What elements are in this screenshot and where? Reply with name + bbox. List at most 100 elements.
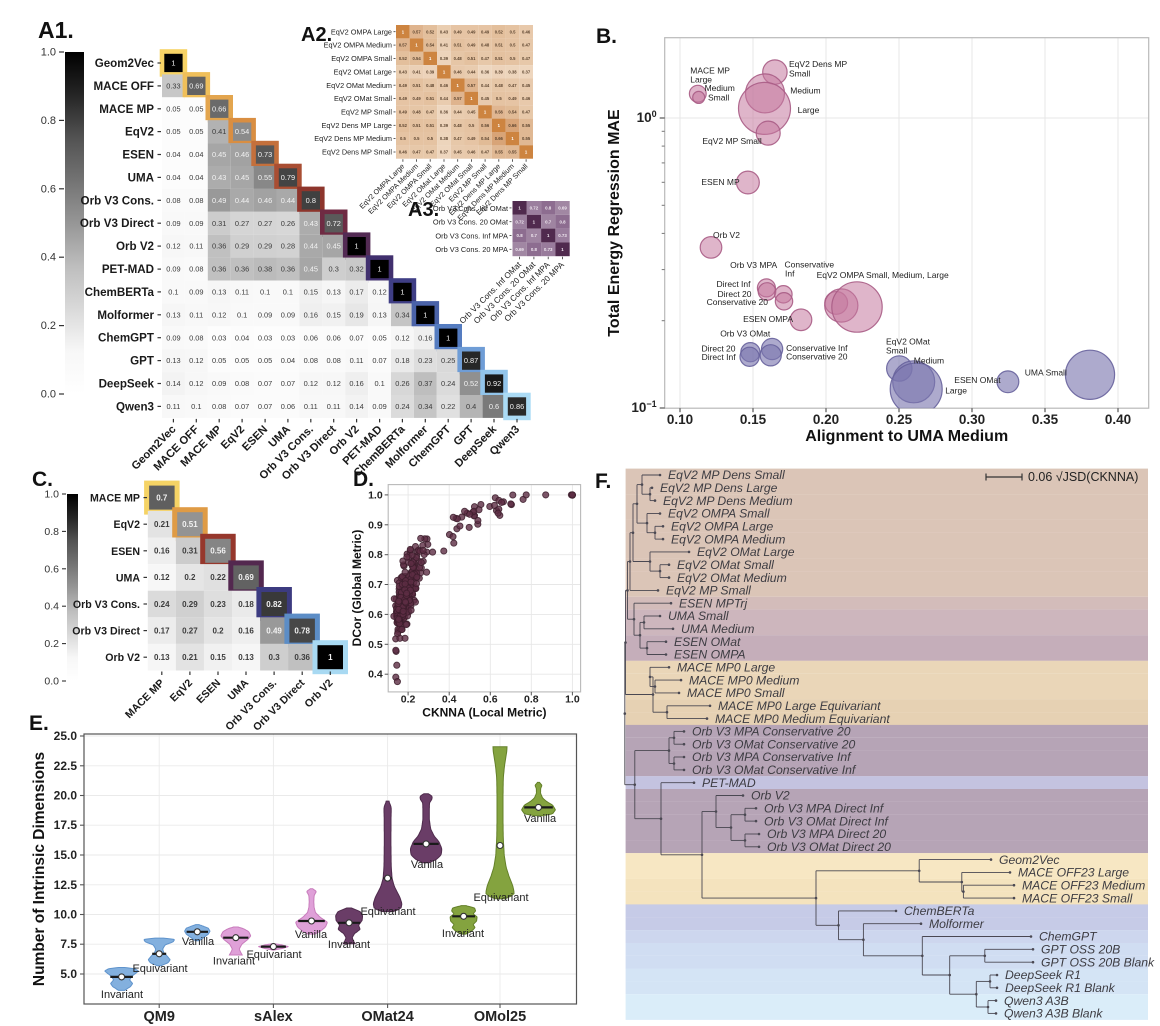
- svg-text:Equivariant: Equivariant: [132, 963, 187, 975]
- svg-text:0.13: 0.13: [238, 653, 254, 662]
- svg-text:0.47: 0.47: [426, 150, 435, 155]
- svg-text:0.15: 0.15: [327, 310, 341, 319]
- svg-text:MACE MP: MACE MP: [690, 66, 730, 76]
- svg-text:0.46: 0.46: [235, 150, 249, 159]
- svg-text:Orb V2: Orb V2: [116, 240, 154, 253]
- svg-text:0.08: 0.08: [304, 356, 318, 365]
- svg-text:0.09: 0.09: [189, 288, 203, 297]
- svg-text:1: 1: [533, 219, 536, 224]
- svg-text:0.55: 0.55: [522, 123, 531, 128]
- svg-text:0.55: 0.55: [495, 150, 504, 155]
- svg-text:0.26: 0.26: [281, 219, 295, 228]
- svg-text:1: 1: [511, 136, 514, 141]
- svg-text:0.05: 0.05: [166, 104, 180, 113]
- svg-text:DCor (Global Metric): DCor (Global Metric): [350, 530, 364, 647]
- svg-text:0.16: 0.16: [349, 379, 363, 388]
- svg-text:0.66: 0.66: [508, 123, 517, 128]
- svg-text:1: 1: [171, 59, 175, 68]
- svg-text:0.5: 0.5: [427, 136, 433, 141]
- svg-text:MACE OFF23 Small: MACE OFF23 Small: [1022, 891, 1133, 905]
- svg-text:0.13: 0.13: [372, 310, 386, 319]
- svg-text:0.07: 0.07: [281, 379, 295, 388]
- svg-text:0.49: 0.49: [467, 29, 476, 34]
- svg-text:0.28: 0.28: [281, 242, 295, 251]
- svg-text:0.44: 0.44: [481, 83, 490, 88]
- svg-text:0.54: 0.54: [508, 110, 517, 115]
- svg-text:MACE OFF: MACE OFF: [93, 80, 154, 93]
- svg-text:0.45: 0.45: [327, 242, 341, 251]
- svg-text:0.04: 0.04: [189, 173, 203, 182]
- svg-text:EqV2 Dens MP Medium: EqV2 Dens MP Medium: [314, 134, 392, 143]
- svg-text:0.7: 0.7: [531, 233, 538, 238]
- svg-text:UMA: UMA: [116, 572, 140, 584]
- svg-text:0.73: 0.73: [544, 247, 553, 252]
- svg-text:0.07: 0.07: [258, 379, 272, 388]
- svg-text:Orb V3 Direct: Orb V3 Direct: [72, 626, 140, 638]
- svg-text:EqV2 OMat Large: EqV2 OMat Large: [697, 545, 795, 559]
- svg-text:Orb V3 OMat Conservative Inf: Orb V3 OMat Conservative Inf: [692, 763, 857, 777]
- svg-text:UMA Small: UMA Small: [668, 609, 729, 623]
- svg-text:0.55: 0.55: [522, 136, 531, 141]
- svg-text:0.11: 0.11: [235, 288, 249, 297]
- svg-text:EqV2 OMPA Small: EqV2 OMPA Small: [331, 54, 392, 63]
- svg-text:0.55: 0.55: [258, 173, 272, 182]
- svg-text:0.29: 0.29: [182, 600, 198, 609]
- svg-text:0.34: 0.34: [418, 402, 432, 411]
- svg-text:0.08: 0.08: [189, 196, 203, 205]
- svg-text:Orb V2: Orb V2: [713, 230, 740, 240]
- svg-text:0.41: 0.41: [212, 127, 226, 136]
- svg-text:0.04: 0.04: [189, 150, 203, 159]
- svg-text:0.47: 0.47: [481, 56, 490, 61]
- svg-text:1.0: 1.0: [368, 489, 383, 501]
- svg-text:0.48: 0.48: [495, 83, 504, 88]
- svg-text:0.44: 0.44: [454, 110, 463, 115]
- svg-text:0.3: 0.3: [269, 653, 281, 662]
- svg-text:CKNNA (Local Metric): CKNNA (Local Metric): [422, 706, 546, 720]
- svg-text:0.66: 0.66: [495, 136, 504, 141]
- svg-text:EqV2 OMat: EqV2 OMat: [886, 337, 931, 347]
- svg-text:0.08: 0.08: [235, 379, 249, 388]
- svg-text:MACE OFF23 Medium: MACE OFF23 Medium: [1022, 878, 1145, 892]
- svg-text:DeepSeek R1: DeepSeek R1: [1005, 968, 1081, 982]
- svg-text:MACE MP0 Small: MACE MP0 Small: [687, 686, 785, 700]
- svg-text:Total Energy Regression MAE: Total Energy Regression MAE: [606, 109, 623, 337]
- svg-text:EqV2 MP Dens Medium: EqV2 MP Dens Medium: [663, 494, 793, 508]
- svg-text:0.38: 0.38: [258, 265, 272, 274]
- svg-text:Orb V3 OMat Direct 20: Orb V3 OMat Direct 20: [767, 840, 891, 854]
- svg-text:UMA Medium: UMA Medium: [681, 622, 754, 636]
- svg-text:0.12: 0.12: [189, 379, 203, 388]
- svg-text:0.0: 0.0: [41, 389, 56, 401]
- svg-text:Inf: Inf: [785, 269, 795, 279]
- svg-text:25.0: 25.0: [54, 729, 78, 743]
- svg-text:ESEN MP: ESEN MP: [701, 177, 740, 187]
- svg-text:Orb V3 MPA: Orb V3 MPA: [730, 260, 777, 270]
- svg-text:12.5: 12.5: [54, 878, 78, 892]
- svg-text:0.04: 0.04: [281, 356, 295, 365]
- svg-text:A1.: A1.: [38, 17, 74, 43]
- svg-text:0.05: 0.05: [212, 356, 226, 365]
- svg-text:0.0: 0.0: [44, 676, 59, 688]
- svg-text:0.39: 0.39: [440, 123, 449, 128]
- svg-text:0.30: 0.30: [959, 412, 985, 427]
- svg-text:0.23: 0.23: [418, 356, 432, 365]
- svg-text:0.39: 0.39: [440, 56, 449, 61]
- svg-text:Vanilla: Vanilla: [182, 936, 215, 948]
- svg-text:0.31: 0.31: [212, 219, 226, 228]
- svg-text:0.69: 0.69: [238, 573, 254, 582]
- svg-text:0.5: 0.5: [468, 123, 474, 128]
- svg-text:0.22: 0.22: [441, 402, 455, 411]
- svg-text:0.69: 0.69: [189, 82, 203, 91]
- svg-text:0.13: 0.13: [327, 288, 341, 297]
- svg-text:1: 1: [378, 265, 382, 274]
- svg-text:0.39: 0.39: [495, 69, 504, 74]
- svg-text:MACE MP0 Medium Equivariant: MACE MP0 Medium Equivariant: [715, 712, 890, 726]
- svg-text:0.56: 0.56: [481, 123, 490, 128]
- svg-text:1: 1: [328, 653, 333, 662]
- svg-text:0.12: 0.12: [304, 379, 318, 388]
- svg-text:0.49: 0.49: [399, 83, 408, 88]
- svg-text:Orb V3 OMat Direct Inf: Orb V3 OMat Direct Inf: [764, 814, 890, 828]
- svg-text:0.07: 0.07: [349, 333, 363, 342]
- svg-text:UMA: UMA: [128, 171, 155, 184]
- svg-text:0.1: 0.1: [191, 402, 201, 411]
- svg-text:0.46: 0.46: [258, 196, 272, 205]
